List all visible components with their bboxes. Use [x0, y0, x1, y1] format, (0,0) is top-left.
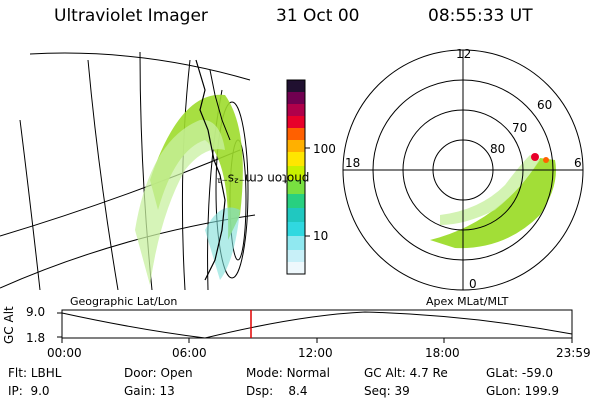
altitude-curve — [61, 311, 573, 339]
gc-alt-value: 4.7 Re — [409, 366, 448, 380]
ip-field: IP: 9.0 — [8, 384, 50, 398]
gain-value: 13 — [159, 384, 175, 398]
image-time: 08:55:33 UT — [428, 6, 533, 26]
image-date: 31 Oct 00 — [276, 6, 360, 26]
glon-field: GLon: 199.9 — [486, 384, 559, 398]
mode-value: Normal — [286, 366, 330, 380]
apex-panel-label: Apex MLat/MLT — [426, 295, 509, 308]
glat-field: GLat: -59.0 — [486, 366, 553, 380]
door-value: Open — [160, 366, 193, 380]
mlat-label-70: 70 — [512, 121, 528, 135]
timeline-xtick-2359: 23:59 — [556, 346, 591, 360]
mlt-label-6: 6 — [574, 156, 582, 170]
filter-value: LBHL — [30, 366, 62, 380]
mlt-label-12: 12 — [456, 47, 472, 61]
mlat-label-60: 60 — [537, 98, 553, 112]
ip-value: 9.0 — [30, 384, 50, 398]
timeline-ytick-max: 9.0 — [26, 305, 46, 319]
timeline-xtick-0600: 06:00 — [172, 346, 207, 360]
altitude-timeline — [57, 309, 573, 343]
polar-plot — [342, 49, 584, 291]
timeline-xtick-0000: 00:00 — [47, 346, 82, 360]
color-bar — [286, 79, 310, 275]
door-field: Door: Open — [124, 366, 193, 380]
seq-value: 39 — [394, 384, 410, 398]
dsp-value: 8.4 — [288, 384, 308, 398]
glat-value: -59.0 — [521, 366, 553, 380]
geographic-grid — [0, 51, 256, 290]
instrument-title: Ultraviolet Imager — [54, 6, 208, 26]
gain-field: Gain: 13 — [124, 384, 175, 398]
glon-value: 199.9 — [524, 384, 559, 398]
geographic-panel-label: Geographic Lat/Lon — [70, 295, 178, 308]
dsp-field: Dsp: 8.4 — [246, 384, 308, 398]
colorbar-tick-100: 100 — [313, 142, 336, 156]
timeline-xtick-1800: 18:00 — [425, 346, 460, 360]
timeline-ylabel: GC Alt — [2, 306, 16, 344]
filter-field: Flt: LBHL — [8, 366, 62, 380]
mlat-label-80: 80 — [490, 142, 506, 156]
mode-field: Mode: Normal — [246, 366, 330, 380]
mlt-label-18: 18 — [345, 156, 361, 170]
gc-alt-field: GC Alt: 4.7 Re — [364, 366, 448, 380]
colorbar-tick-10: 10 — [313, 229, 329, 243]
timeline-xtick-1200: 12:00 — [298, 346, 333, 360]
coastline — [195, 59, 226, 281]
seq-field: Seq: 39 — [364, 384, 410, 398]
polar-aurora-oval — [430, 158, 556, 249]
timeline-ytick-min: 1.8 — [26, 331, 46, 345]
aurora-arc — [150, 94, 243, 240]
mlt-label-0: 0 — [469, 277, 477, 291]
